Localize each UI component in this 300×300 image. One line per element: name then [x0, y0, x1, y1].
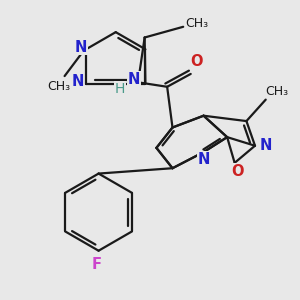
Text: CH₃: CH₃ — [186, 17, 209, 30]
Text: O: O — [190, 54, 202, 69]
Text: H: H — [115, 82, 125, 96]
Text: N: N — [260, 138, 272, 153]
Text: O: O — [232, 164, 244, 179]
Text: CH₃: CH₃ — [48, 80, 71, 93]
Text: CH₃: CH₃ — [265, 85, 288, 98]
Text: N: N — [197, 152, 210, 167]
Text: N: N — [128, 72, 140, 87]
Text: N: N — [71, 74, 84, 89]
Text: N: N — [74, 40, 87, 55]
Text: F: F — [92, 257, 101, 272]
